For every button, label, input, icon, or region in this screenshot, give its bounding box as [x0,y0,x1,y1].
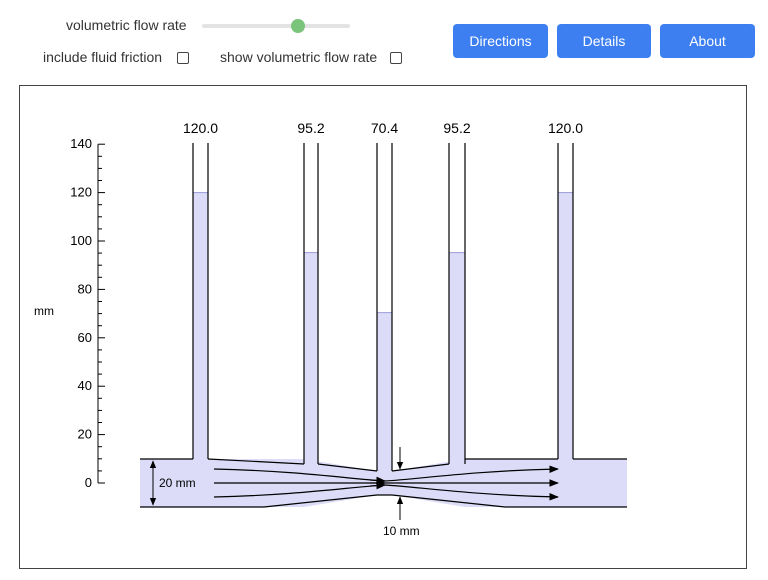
y-tick-label: 80 [78,281,92,296]
y-tick-label: 140 [70,136,92,151]
details-button[interactable]: Details [557,24,651,58]
tube-reading-label: 120.0 [183,120,218,136]
tube-fluid-column [377,312,392,472]
tube-reading-label: 95.2 [297,120,324,136]
throat-diameter-label: 10 mm [383,524,420,538]
y-tick-label: 40 [78,378,92,393]
y-tick-label: 60 [78,330,92,345]
tube-readings: 120.0 95.2 70.4 95.2 120.0 [183,120,583,136]
pipe-diameter-label: 20 mm [159,476,196,490]
include-friction-checkbox[interactable] [177,52,189,64]
directions-button[interactable]: Directions [453,24,548,58]
slider-track[interactable] [202,24,350,28]
tube-reading-label: 70.4 [371,120,398,136]
tube-fluid-column [304,252,318,465]
show-flow-rate-checkbox[interactable] [390,52,402,64]
show-flow-rate-label: show volumetric flow rate [220,49,378,65]
slider-thumb[interactable] [291,19,306,33]
tube-fluid-column [558,192,573,460]
pipe-bottom-wall [140,494,627,508]
y-axis-label: mm [34,304,54,318]
y-tick-label: 20 [78,427,92,442]
y-axis: 0 20 40 60 80 100 120 140 [70,136,105,490]
manometer-tubes [192,143,574,472]
controls-bar: volumetric flow rate include fluid frict… [0,0,768,80]
tube-reading-label: 120.0 [548,120,583,136]
tube-reading-label: 95.2 [443,120,470,136]
tube-fluid-column [193,192,208,460]
about-button[interactable]: About [660,24,755,58]
flow-rate-label: volumetric flow rate [66,17,187,33]
streamline-bottom-mid-arrow [369,481,386,490]
venturi-diagram-panel: 0 20 40 60 80 100 120 140 mm 120.0 95.2 70.4 95.2 1… [19,85,747,569]
flow-rate-slider[interactable] [202,17,350,35]
streamlines [213,465,559,501]
include-friction-label: include fluid friction [43,49,163,65]
y-tick-label: 0 [85,475,92,490]
y-tick-label: 100 [70,233,92,248]
tube-fluid-column [449,252,465,465]
y-tick-label: 120 [70,185,92,200]
